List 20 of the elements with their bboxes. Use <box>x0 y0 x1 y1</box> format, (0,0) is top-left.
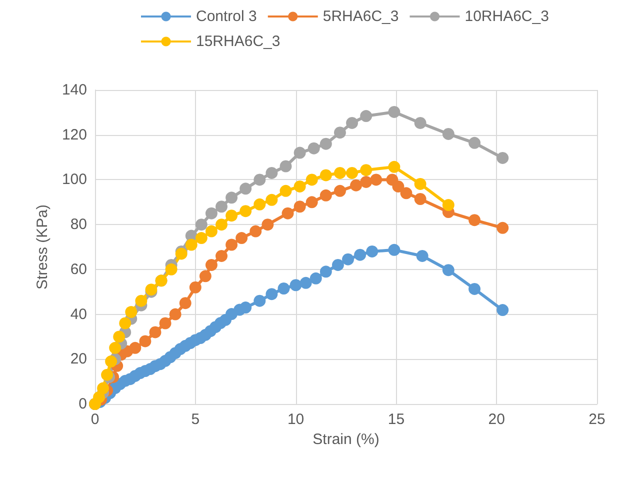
y-tick-label: 60 <box>70 260 87 278</box>
y-axis-title: Stress (KPa) <box>34 204 51 290</box>
x-tick-label: 0 <box>90 411 100 428</box>
x-tick-label: 15 <box>388 411 405 428</box>
x-tick-label: 5 <box>191 411 200 428</box>
legend-label: Control 3 <box>196 8 257 25</box>
y-tick-label: 120 <box>62 126 87 144</box>
legend-label: 5RHA6C_3 <box>322 8 399 25</box>
y-tick-label: 20 <box>70 350 87 368</box>
x-tick-label: 25 <box>588 411 606 428</box>
y-tick-label: 40 <box>70 306 87 323</box>
x-tick-label: 10 <box>287 411 304 428</box>
legend-label: 15RHA6C_3 <box>196 33 280 50</box>
y-tick-label: 0 <box>78 396 87 412</box>
y-tick-label: 80 <box>70 216 87 234</box>
legend-label: 10RHA6C_3 <box>464 8 549 25</box>
y-tick-label: 140 <box>62 82 87 98</box>
x-axis-title: Strain (%) <box>312 431 380 448</box>
x-tick-label: 20 <box>488 411 505 428</box>
y-tick-label: 100 <box>62 171 87 188</box>
